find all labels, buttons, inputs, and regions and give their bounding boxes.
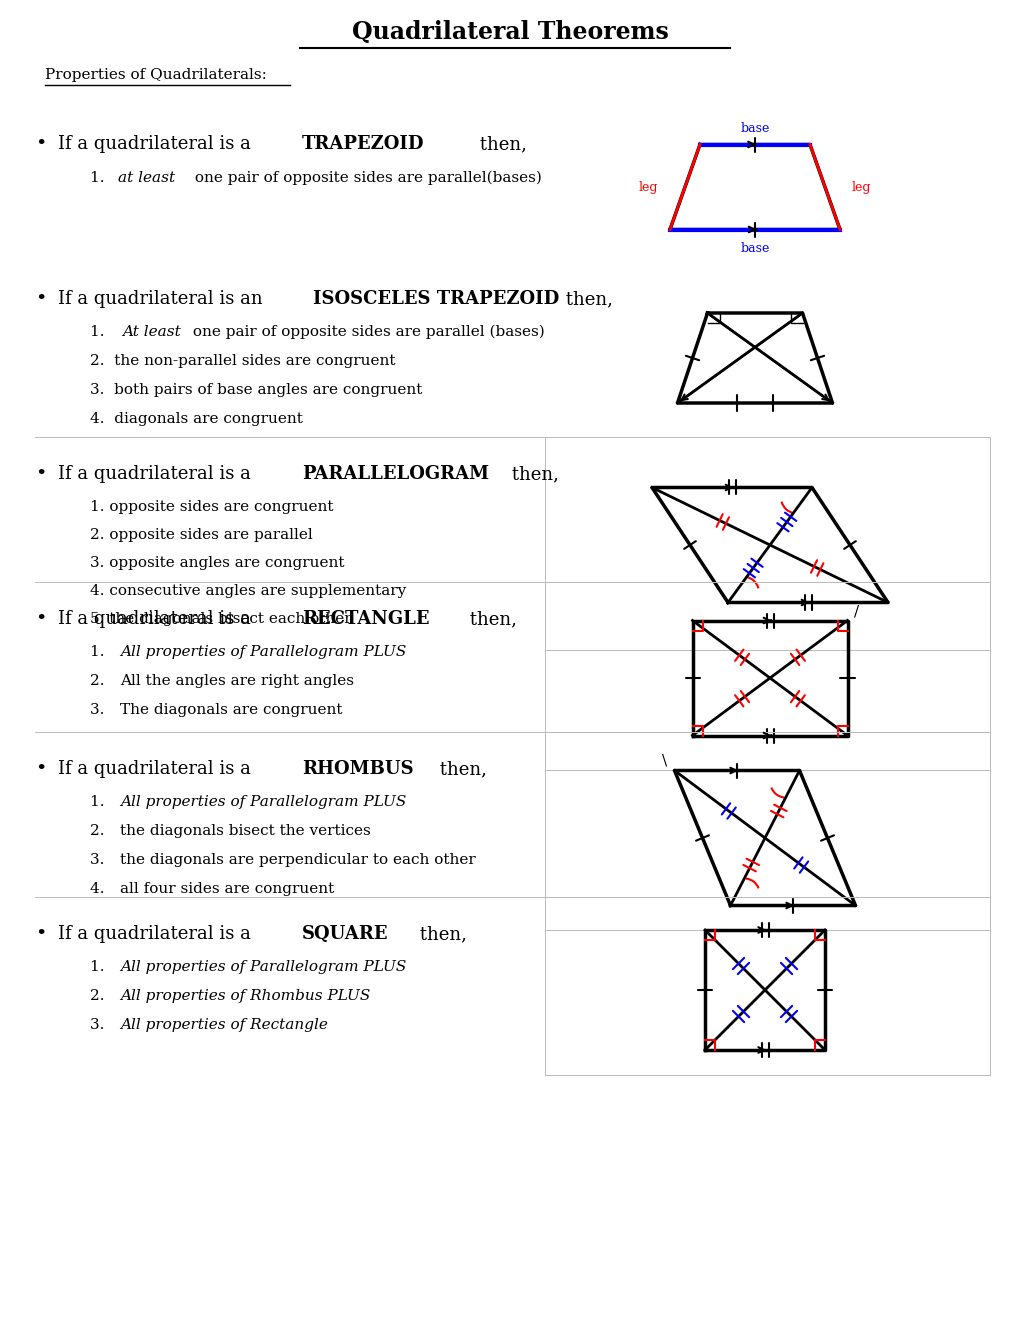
Text: 4.  diagonals are congruent: 4. diagonals are congruent [90, 412, 303, 426]
Text: 5. the diagonals bisect each other: 5. the diagonals bisect each other [90, 612, 352, 626]
Text: TRAPEZOID: TRAPEZOID [302, 135, 424, 153]
Text: All the angles are right angles: All the angles are right angles [120, 675, 354, 688]
Text: 2.  the non-parallel sides are congruent: 2. the non-parallel sides are congruent [90, 354, 395, 368]
Text: 3.: 3. [90, 1018, 109, 1032]
Text: All properties of Parallelogram PLUS: All properties of Parallelogram PLUS [120, 645, 406, 659]
Text: •: • [35, 135, 46, 153]
Text: base: base [740, 242, 769, 255]
Text: If a quadrilateral is a: If a quadrilateral is a [58, 610, 257, 628]
Text: 1.: 1. [90, 960, 109, 974]
Text: Quadrilateral Theorems: Quadrilateral Theorems [352, 20, 667, 44]
Text: 3.  both pairs of base angles are congruent: 3. both pairs of base angles are congrue… [90, 383, 422, 397]
Text: 2.: 2. [90, 824, 109, 838]
Text: All properties of Rhombus PLUS: All properties of Rhombus PLUS [120, 989, 370, 1003]
Text: then,: then, [414, 925, 467, 942]
Text: If a quadrilateral is a: If a quadrilateral is a [58, 465, 257, 483]
Text: 1. opposite sides are congruent: 1. opposite sides are congruent [90, 500, 333, 513]
Text: 2. opposite sides are parallel: 2. opposite sides are parallel [90, 528, 313, 543]
Text: RHOMBUS: RHOMBUS [302, 760, 414, 777]
Text: leg: leg [851, 181, 870, 194]
Text: 4. consecutive angles are supplementary: 4. consecutive angles are supplementary [90, 583, 406, 598]
Text: •: • [35, 760, 46, 777]
Text: All properties of Rectangle: All properties of Rectangle [120, 1018, 327, 1032]
Text: If a quadrilateral is a: If a quadrilateral is a [58, 135, 257, 153]
Text: then,: then, [505, 465, 558, 483]
Text: 1.: 1. [90, 795, 109, 809]
Text: If a quadrilateral is an: If a quadrilateral is an [58, 290, 268, 308]
Text: •: • [35, 290, 46, 308]
Text: 3.: 3. [90, 853, 109, 867]
Text: base: base [740, 121, 769, 135]
Text: •: • [35, 465, 46, 483]
Text: PARALLELOGRAM: PARALLELOGRAM [302, 465, 489, 483]
Text: one pair of opposite sides are parallel(bases): one pair of opposite sides are parallel(… [190, 172, 541, 185]
Text: one pair of opposite sides are parallel (bases): one pair of opposite sides are parallel … [187, 325, 544, 339]
Text: •: • [35, 925, 46, 942]
Text: then,: then, [559, 290, 612, 308]
Text: At least: At least [122, 325, 180, 339]
Text: \: \ [662, 754, 667, 767]
Text: the diagonals bisect the vertices: the diagonals bisect the vertices [120, 824, 370, 838]
Text: 3. opposite angles are congruent: 3. opposite angles are congruent [90, 556, 344, 570]
Text: all four sides are congruent: all four sides are congruent [120, 882, 334, 896]
Text: All properties of Parallelogram PLUS: All properties of Parallelogram PLUS [120, 795, 406, 809]
Text: 1.: 1. [90, 325, 109, 339]
Text: at least: at least [118, 172, 175, 185]
Text: ISOSCELES TRAPEZOID: ISOSCELES TRAPEZOID [313, 290, 558, 308]
Text: •: • [35, 610, 46, 628]
Text: 1.: 1. [90, 172, 109, 185]
Text: SQUARE: SQUARE [302, 925, 388, 942]
Text: 1.: 1. [90, 645, 109, 659]
Text: then,: then, [474, 135, 527, 153]
Text: 3.: 3. [90, 704, 109, 717]
Text: 4.: 4. [90, 882, 109, 896]
Text: 2.: 2. [90, 989, 109, 1003]
Text: then,: then, [464, 610, 517, 628]
Text: the diagonals are perpendicular to each other: the diagonals are perpendicular to each … [120, 853, 475, 867]
Text: /: / [853, 605, 858, 619]
Text: Properties of Quadrilaterals:: Properties of Quadrilaterals: [45, 69, 267, 82]
Text: 2.: 2. [90, 675, 109, 688]
Text: If a quadrilateral is a: If a quadrilateral is a [58, 760, 257, 777]
Text: leg: leg [638, 181, 657, 194]
Text: All properties of Parallelogram PLUS: All properties of Parallelogram PLUS [120, 960, 406, 974]
Text: then,: then, [433, 760, 486, 777]
Text: RECTANGLE: RECTANGLE [302, 610, 429, 628]
Text: The diagonals are congruent: The diagonals are congruent [120, 704, 342, 717]
Text: If a quadrilateral is a: If a quadrilateral is a [58, 925, 257, 942]
